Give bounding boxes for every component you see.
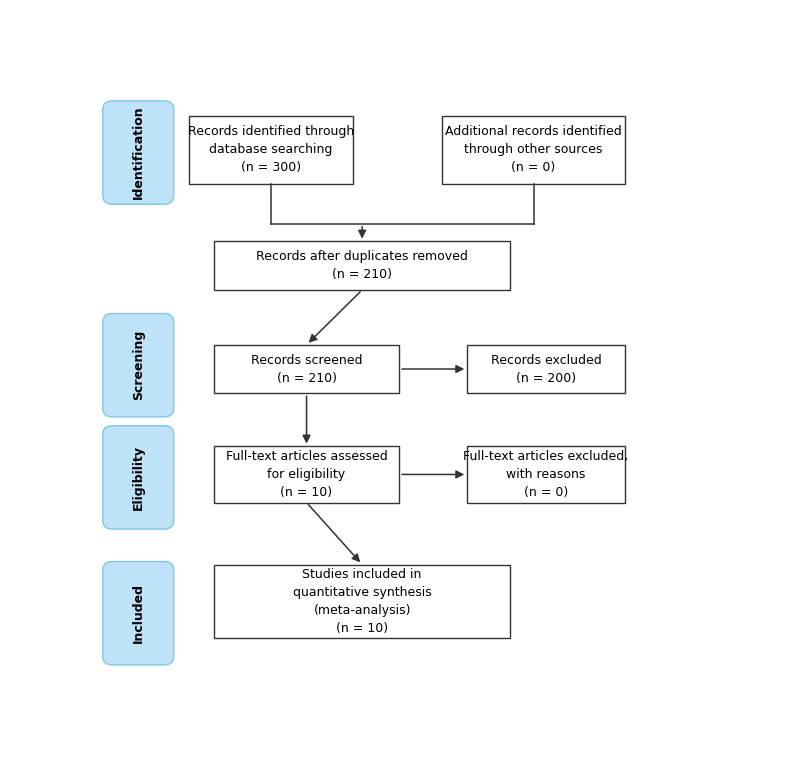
Text: Additional records identified
through other sources
(n = 0): Additional records identified through ot… bbox=[446, 125, 622, 174]
FancyBboxPatch shape bbox=[103, 314, 174, 417]
FancyBboxPatch shape bbox=[467, 446, 625, 502]
FancyBboxPatch shape bbox=[103, 561, 174, 665]
FancyBboxPatch shape bbox=[214, 242, 510, 290]
Text: Records excluded
(n = 200): Records excluded (n = 200) bbox=[490, 354, 601, 384]
FancyBboxPatch shape bbox=[442, 116, 625, 183]
Text: Records identified through
database searching
(n = 300): Records identified through database sear… bbox=[188, 125, 354, 174]
FancyBboxPatch shape bbox=[467, 345, 625, 393]
FancyBboxPatch shape bbox=[189, 116, 353, 183]
Text: Identification: Identification bbox=[132, 106, 145, 199]
Text: Studies included in
quantitative synthesis
(meta-analysis)
(n = 10): Studies included in quantitative synthes… bbox=[292, 568, 431, 635]
Text: Records after duplicates removed
(n = 210): Records after duplicates removed (n = 21… bbox=[256, 250, 468, 281]
FancyBboxPatch shape bbox=[214, 565, 510, 638]
FancyBboxPatch shape bbox=[214, 446, 399, 502]
Text: Screening: Screening bbox=[132, 330, 145, 400]
FancyBboxPatch shape bbox=[214, 345, 399, 393]
Text: Full-text articles assessed
for eligibility
(n = 10): Full-text articles assessed for eligibil… bbox=[226, 450, 387, 499]
Text: Eligibility: Eligibility bbox=[132, 445, 145, 510]
FancyBboxPatch shape bbox=[103, 101, 174, 204]
Text: Full-text articles excluded,
with reasons
(n = 0): Full-text articles excluded, with reason… bbox=[463, 450, 629, 499]
Text: Records screened
(n = 210): Records screened (n = 210) bbox=[251, 354, 363, 384]
Text: Included: Included bbox=[132, 583, 145, 644]
FancyBboxPatch shape bbox=[103, 426, 174, 529]
